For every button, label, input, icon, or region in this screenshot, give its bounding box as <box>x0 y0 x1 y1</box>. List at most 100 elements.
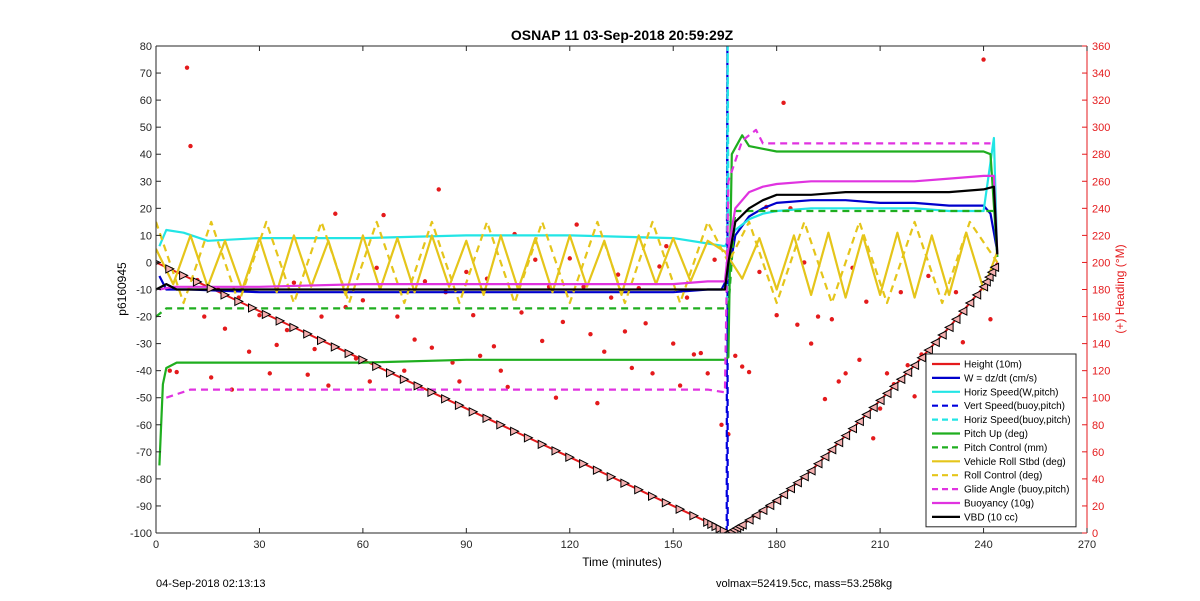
height-marker <box>234 296 244 307</box>
y2-tick-label: 160 <box>1092 312 1110 324</box>
y-tick-label: -20 <box>136 312 152 324</box>
height-marker <box>482 413 493 424</box>
height-marker <box>930 337 940 348</box>
heading-point <box>464 269 469 275</box>
height-marker <box>957 306 968 316</box>
y2-axis-label: (+) Heading (°M) <box>1113 244 1127 333</box>
series-line-2 <box>158 136 999 258</box>
y-tick-label: 20 <box>140 203 152 215</box>
heading-point <box>274 342 279 348</box>
heading-point <box>553 395 559 400</box>
height-marker <box>819 451 830 462</box>
height-marker <box>750 510 761 520</box>
heading-point <box>188 143 193 149</box>
height-marker <box>847 423 857 434</box>
height-marker <box>909 360 920 371</box>
heading-point <box>815 314 821 319</box>
height-marker <box>275 316 286 326</box>
heading-point <box>643 321 648 326</box>
height-marker <box>165 264 175 274</box>
y2-tick-label: 360 <box>1092 41 1110 53</box>
heading-point <box>457 379 462 384</box>
heading-point <box>174 369 179 375</box>
heading-point <box>684 295 690 300</box>
heading-point <box>746 369 752 375</box>
heading-point <box>871 436 876 441</box>
heading-point <box>905 363 910 368</box>
y-tick-label: -100 <box>130 528 152 540</box>
heading-point <box>926 273 931 279</box>
legend-entry-label: Pitch Up (deg) <box>964 429 1028 440</box>
x-tick-label: 120 <box>561 539 579 551</box>
heading-point <box>498 368 504 373</box>
heading-point <box>698 350 704 356</box>
heading-point <box>691 352 697 357</box>
heading-point <box>533 257 538 262</box>
height-marker <box>261 309 272 320</box>
height-marker <box>923 345 933 355</box>
heading-point <box>757 269 762 275</box>
height-marker <box>840 430 851 441</box>
heading-point <box>471 313 476 318</box>
heading-point <box>836 379 841 384</box>
y2-tick-label: 140 <box>1092 339 1110 351</box>
heading-point <box>664 244 669 249</box>
heading-point <box>581 284 586 289</box>
heading-point <box>477 353 483 358</box>
height-marker <box>764 500 775 511</box>
y-tick-label: -30 <box>136 339 152 351</box>
heading-point <box>539 338 545 344</box>
heading-point <box>167 368 172 373</box>
height-marker <box>248 303 258 313</box>
heading-point <box>822 396 828 402</box>
y2-tick-label: 200 <box>1092 257 1110 269</box>
y-tick-label: -70 <box>136 447 152 459</box>
y2-tick-label: 120 <box>1092 366 1110 378</box>
heading-point <box>381 212 386 218</box>
height-marker <box>757 505 768 516</box>
heading-point <box>588 331 593 337</box>
height-marker <box>895 374 906 385</box>
legend-entry-label: VBD (10 cc) <box>964 512 1018 523</box>
heading-point <box>960 340 966 345</box>
height-marker <box>537 439 548 450</box>
heading-point <box>953 290 959 295</box>
heading-point <box>988 317 993 322</box>
height-marker <box>861 409 871 420</box>
height-marker <box>344 348 355 359</box>
x-tick-label: 210 <box>871 539 889 551</box>
heading-point <box>808 341 814 346</box>
x-tick-label: 270 <box>1078 539 1096 551</box>
height-marker <box>888 381 899 392</box>
height-marker <box>592 465 603 476</box>
height-marker <box>964 298 975 308</box>
heading-point <box>739 364 745 369</box>
height-marker <box>399 374 410 385</box>
height-marker <box>427 387 438 398</box>
heading-point <box>733 353 738 358</box>
series-line-5 <box>158 134 999 466</box>
y2-tick-label: 60 <box>1092 447 1104 459</box>
height-marker <box>551 445 562 456</box>
heading-point <box>246 349 252 354</box>
y-tick-label: -40 <box>136 366 152 378</box>
height-marker <box>510 426 520 437</box>
height-marker <box>358 354 369 365</box>
y-tick-label: 50 <box>140 122 152 134</box>
height-marker <box>303 329 313 339</box>
heading-point <box>857 357 862 363</box>
legend-entry-label: Height (10m) <box>964 360 1022 371</box>
height-marker <box>606 471 617 482</box>
height-marker <box>496 419 506 430</box>
height-marker <box>868 402 878 413</box>
legend-entry-label: Buoyancy (10g) <box>964 499 1034 510</box>
y-tick-label: 0 <box>146 257 152 269</box>
height-marker <box>812 458 823 469</box>
y2-tick-label: 100 <box>1092 393 1110 405</box>
height-marker <box>441 393 451 404</box>
height-marker <box>675 504 686 515</box>
series-line-10 <box>159 174 999 291</box>
y2-tick-label: 20 <box>1092 501 1104 513</box>
heading-point <box>429 345 435 350</box>
heading-point <box>450 360 455 365</box>
